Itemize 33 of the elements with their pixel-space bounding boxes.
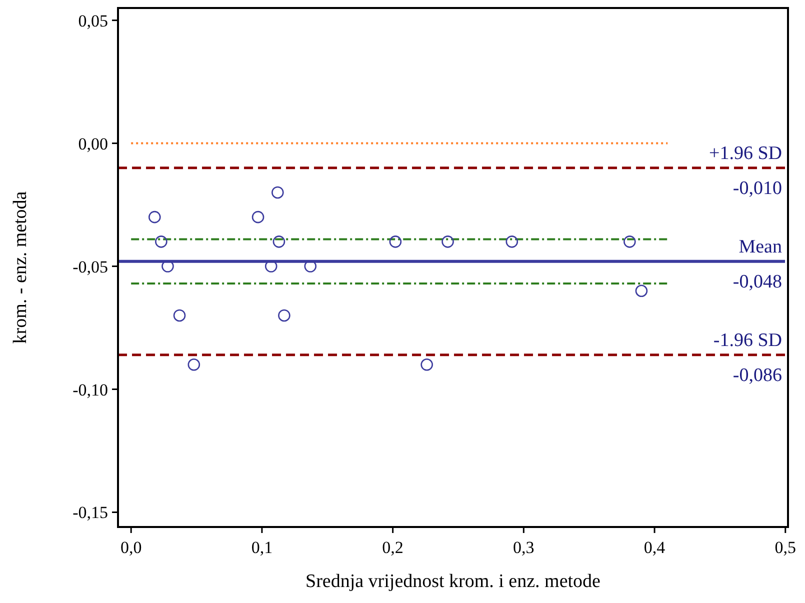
point	[173, 309, 186, 322]
ref-line-label: Mean	[738, 236, 782, 258]
annotation: -0,010	[732, 178, 782, 199]
annotation: -0,086	[732, 364, 782, 386]
x-tick-label: 0,4	[644, 538, 666, 557]
point	[272, 236, 286, 248]
y-tick-label: -0,10	[72, 380, 108, 400]
x-tick-label: 0,3	[513, 538, 534, 557]
x-tick-label: 0,5	[774, 538, 796, 557]
point	[252, 210, 264, 224]
point	[506, 236, 518, 248]
point	[155, 236, 168, 248]
x-tick-label: 0,2	[382, 538, 404, 557]
point	[635, 284, 648, 298]
x-tick-label: 0,1	[251, 538, 273, 557]
point	[148, 210, 161, 224]
annotation: -0,048	[732, 271, 782, 292]
point	[188, 358, 200, 371]
x-tick-label: 0,0	[120, 538, 142, 557]
y-tick-label: 0,00	[78, 134, 108, 154]
y-tick-label: -0,05	[72, 257, 108, 276]
point	[442, 236, 454, 248]
x-axis-title: Srednja vrijednost krom. i enz. metode	[306, 571, 600, 592]
point	[272, 186, 284, 199]
y-tick-label: 0,05	[78, 11, 108, 30]
y-axis-title: krom. - enz. metoda	[10, 190, 31, 344]
y-tick-label: -0,15	[72, 503, 108, 522]
ref-line-label: -1.96 SD	[713, 330, 782, 351]
point	[278, 309, 290, 322]
point	[624, 236, 636, 248]
point	[420, 358, 433, 371]
point	[389, 236, 402, 248]
ref-line-label: +1.96 SD	[708, 142, 782, 164]
